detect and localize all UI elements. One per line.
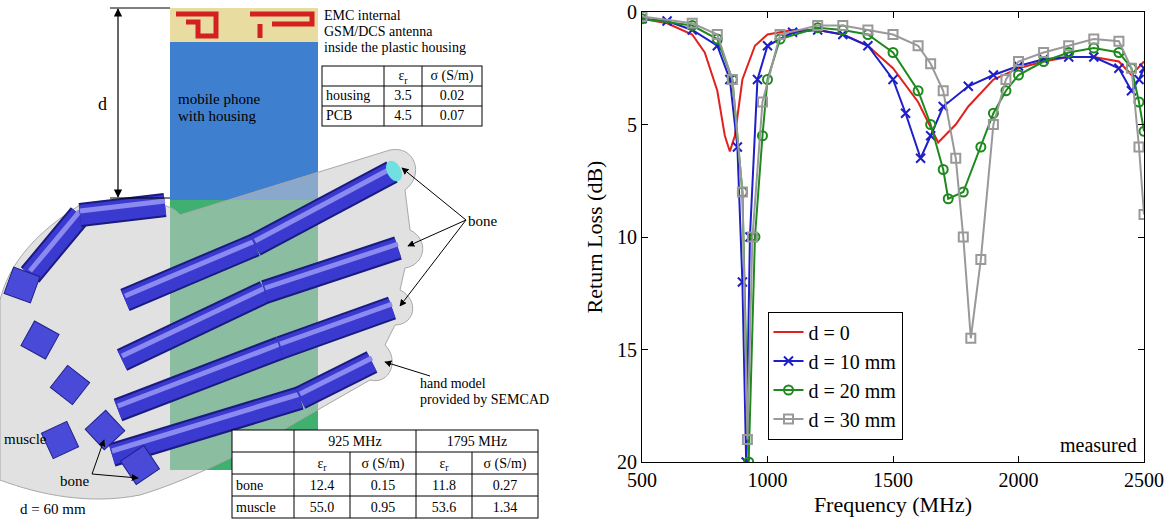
svg-text:EMC internal: EMC internal — [324, 8, 401, 23]
svg-text:εr: εr — [398, 68, 408, 86]
svg-text:εr: εr — [317, 456, 327, 474]
svg-text:muscle: muscle — [4, 431, 47, 447]
svg-text:σ (S/m): σ (S/m) — [431, 68, 474, 84]
svg-text:mobile phone: mobile phone — [178, 91, 260, 107]
svg-text:12.4: 12.4 — [310, 478, 335, 493]
svg-text:53.6: 53.6 — [432, 500, 457, 515]
svg-text:3.5: 3.5 — [394, 88, 412, 103]
svg-text:0.95: 0.95 — [371, 500, 396, 515]
svg-text:σ (S/m): σ (S/m) — [362, 456, 405, 472]
svg-text:εr: εr — [439, 456, 449, 474]
svg-text:bone: bone — [468, 213, 498, 229]
svg-text:bone: bone — [60, 473, 90, 489]
svg-text:1000: 1000 — [748, 469, 788, 491]
svg-text:55.0: 55.0 — [310, 500, 335, 515]
svg-text:d = 60 mm: d = 60 mm — [20, 501, 86, 517]
svg-text:muscle: muscle — [236, 500, 276, 515]
svg-text:hand model: hand model — [420, 376, 486, 391]
svg-text:housing: housing — [326, 88, 370, 103]
svg-text:d = 30 mm: d = 30 mm — [809, 409, 897, 431]
svg-text:500: 500 — [627, 469, 657, 491]
svg-text:0: 0 — [627, 1, 637, 23]
svg-text:15: 15 — [617, 339, 637, 361]
svg-text:GSM/DCS antenna: GSM/DCS antenna — [324, 24, 433, 39]
svg-text:measured: measured — [1060, 434, 1137, 456]
svg-text:with housing: with housing — [178, 108, 256, 124]
svg-text:925 MHz: 925 MHz — [328, 434, 381, 449]
svg-text:1500: 1500 — [873, 469, 913, 491]
svg-text:Frequency (MHz): Frequency (MHz) — [814, 492, 972, 517]
svg-text:20: 20 — [617, 451, 637, 473]
svg-text:σ (S/m): σ (S/m) — [484, 456, 527, 472]
svg-text:2500: 2500 — [1124, 469, 1164, 491]
svg-text:2000: 2000 — [999, 469, 1039, 491]
svg-text:provided by SEMCAD: provided by SEMCAD — [420, 392, 549, 407]
svg-text:0.15: 0.15 — [371, 478, 396, 493]
svg-text:0.07: 0.07 — [440, 108, 465, 123]
svg-text:bone: bone — [236, 478, 263, 493]
svg-text:d = 10 mm: d = 10 mm — [809, 351, 897, 373]
svg-text:d: d — [98, 94, 107, 114]
svg-text:11.8: 11.8 — [432, 478, 456, 493]
svg-text:10: 10 — [617, 226, 637, 248]
svg-text:4.5: 4.5 — [394, 108, 412, 123]
svg-text:PCB: PCB — [326, 108, 352, 123]
svg-text:d = 0: d = 0 — [809, 322, 850, 344]
svg-text:0.27: 0.27 — [493, 478, 518, 493]
svg-text:inside the plastic housing: inside the plastic housing — [324, 40, 466, 55]
svg-text:0.02: 0.02 — [440, 88, 465, 103]
svg-text:d = 20 mm: d = 20 mm — [809, 380, 897, 402]
svg-text:5: 5 — [627, 114, 637, 136]
svg-text:Return Loss (dB): Return Loss (dB) — [582, 161, 607, 314]
svg-text:1795 MHz: 1795 MHz — [447, 434, 507, 449]
svg-text:1.34: 1.34 — [493, 500, 518, 515]
